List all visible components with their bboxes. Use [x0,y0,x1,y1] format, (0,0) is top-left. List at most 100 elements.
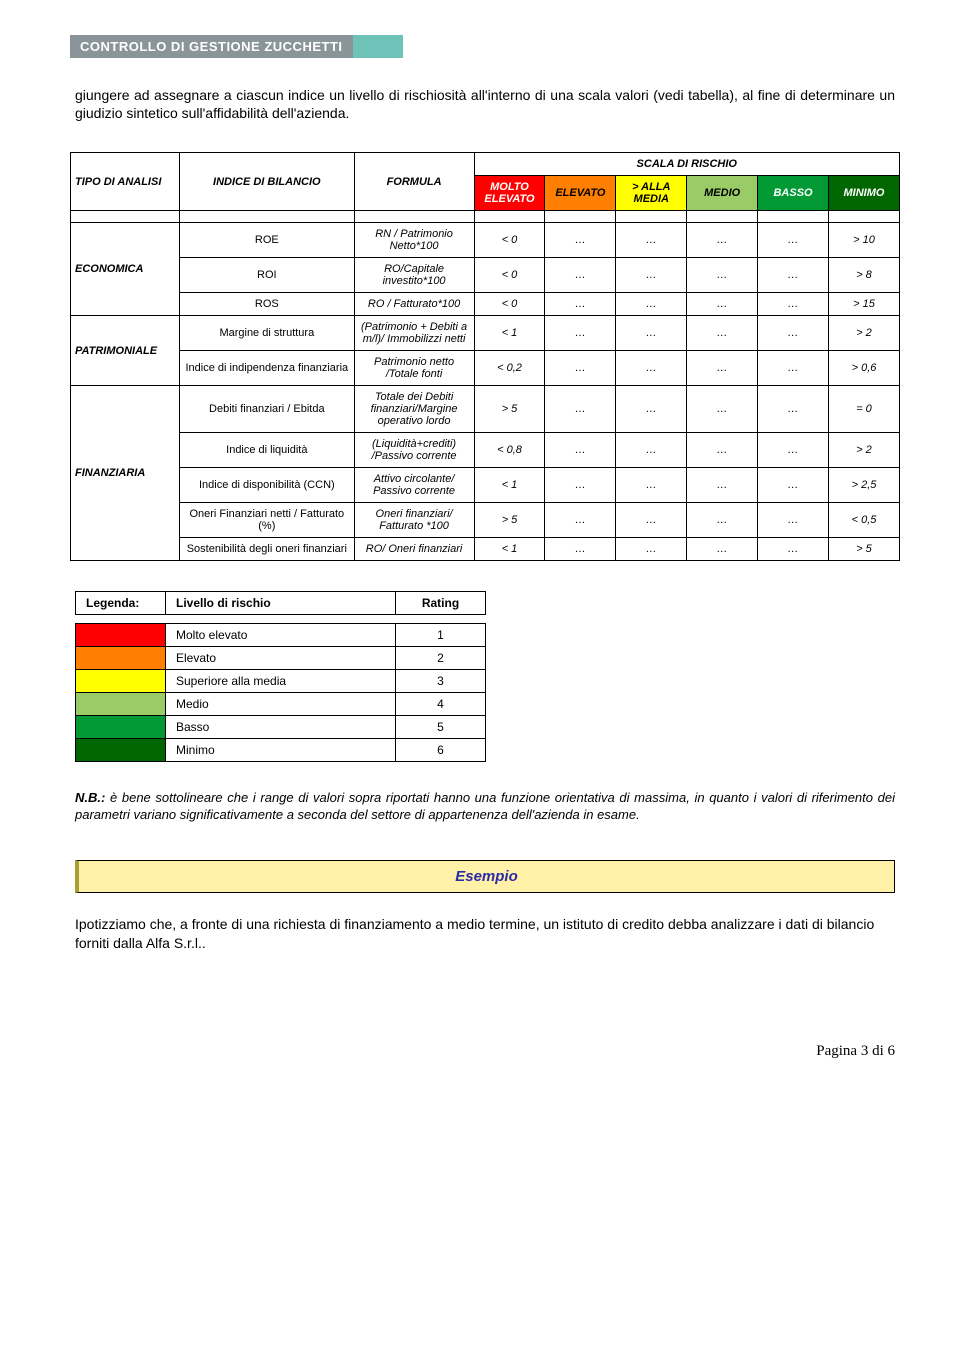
intro-paragraph: giungere ad assegnare a ciascun indice u… [75,86,895,122]
indice-cell: ROI [180,258,355,293]
value-cell: … [758,538,829,561]
value-cell: … [758,258,829,293]
value-cell: … [758,293,829,316]
tipo-analisi: PATRIMONIALE [71,316,180,386]
value-cell: … [545,503,616,538]
hdr-formula: FORMULA [354,153,474,211]
nb-paragraph: N.B.: è bene sottolineare che i range di… [75,790,895,824]
value-cell: … [758,503,829,538]
risk-header-5: MINIMO [829,176,900,211]
value-cell: … [616,293,687,316]
value-cell: … [687,293,758,316]
legend-swatch [76,670,166,693]
table-row: PATRIMONIALEMargine di struttura(Patrimo… [71,316,900,351]
value-cell: … [545,293,616,316]
value-cell: … [616,503,687,538]
legend-rating: 6 [396,739,486,762]
formula-cell: (Patrimonio + Debiti a m/l)/ Immobilizzi… [354,316,474,351]
value-cell: … [687,468,758,503]
legend-swatch [76,693,166,716]
risk-header-1: ELEVATO [545,176,616,211]
header-bar: CONTROLLO DI GESTIONE ZUCCHETTI [70,35,900,58]
value-cell: … [687,223,758,258]
indice-cell: ROE [180,223,355,258]
value-cell: > 8 [829,258,900,293]
value-cell: … [545,538,616,561]
value-cell: … [545,433,616,468]
tipo-analisi: ECONOMICA [71,223,180,316]
value-cell: > 5 [474,386,545,433]
value-cell: … [616,351,687,386]
indice-cell: Oneri Finanziari netti / Fatturato (%) [180,503,355,538]
legend-swatch [76,624,166,647]
formula-cell: (Liquidità+crediti) /Passivo corrente [354,433,474,468]
formula-cell: RO/Capitale investito*100 [354,258,474,293]
legend-name: Molto elevato [166,624,396,647]
value-cell: … [687,316,758,351]
legend-row: Elevato2 [76,647,486,670]
legend-hdr-rating: Rating [396,592,486,615]
formula-cell: Oneri finanziari/ Fatturato *100 [354,503,474,538]
value-cell: … [687,433,758,468]
value-cell: … [758,316,829,351]
indice-cell: Margine di struttura [180,316,355,351]
value-cell: … [687,538,758,561]
header-accent [353,35,403,58]
value-cell: > 2 [829,433,900,468]
risk-table: TIPO DI ANALISI INDICE DI BILANCIO FORMU… [70,152,900,561]
legend-table: Legenda: Livello di rischio Rating Molto… [75,591,486,762]
value-cell: … [545,351,616,386]
value-cell: … [545,386,616,433]
legend-hdr-level: Livello di rischio [166,592,396,615]
value-cell: … [545,316,616,351]
value-cell: < 1 [474,468,545,503]
nb-text: è bene sottolineare che i range di valor… [75,790,895,822]
value-cell: < 0 [474,223,545,258]
legend-name: Medio [166,693,396,716]
value-cell: … [545,223,616,258]
value-cell: … [687,386,758,433]
value-cell: … [616,433,687,468]
indice-cell: Indice di indipendenza finanziaria [180,351,355,386]
value-cell: … [758,351,829,386]
esempio-box: Esempio [75,860,895,893]
indice-cell: Indice di disponibilità (CCN) [180,468,355,503]
formula-cell: Totale dei Debiti finanziari/Margine ope… [354,386,474,433]
value-cell: > 2,5 [829,468,900,503]
table-row: Indice di disponibilità (CCN)Attivo circ… [71,468,900,503]
table-row: Sostenibilità degli oneri finanziariRO/ … [71,538,900,561]
tipo-analisi: FINANZIARIA [71,386,180,561]
legend-rating: 2 [396,647,486,670]
value-cell: … [758,386,829,433]
table-row: Oneri Finanziari netti / Fatturato (%)On… [71,503,900,538]
value-cell: … [616,223,687,258]
value-cell: > 5 [829,538,900,561]
legend-name: Basso [166,716,396,739]
formula-cell: RO/ Oneri finanziari [354,538,474,561]
hdr-tipo: TIPO DI ANALISI [71,153,180,211]
indice-cell: Sostenibilità degli oneri finanziari [180,538,355,561]
nb-prefix: N.B.: [75,790,105,805]
value-cell: < 1 [474,316,545,351]
legend-swatch [76,739,166,762]
value-cell: … [758,468,829,503]
table-row: ECONOMICAROERN / Patrimonio Netto*100< 0… [71,223,900,258]
brand-label: CONTROLLO DI GESTIONE ZUCCHETTI [70,35,353,58]
legend-row: Minimo6 [76,739,486,762]
table-row: Indice di liquidità(Liquidità+crediti) /… [71,433,900,468]
value-cell: … [616,258,687,293]
value-cell: < 0,2 [474,351,545,386]
risk-header-0: MOLTO ELEVATO [474,176,545,211]
legend-swatch [76,716,166,739]
value-cell: … [687,503,758,538]
risk-header-3: MEDIO [687,176,758,211]
indice-cell: Debiti finanziari / Ebitda [180,386,355,433]
hdr-indice: INDICE DI BILANCIO [180,153,355,211]
legend-row: Medio4 [76,693,486,716]
formula-cell: RO / Fatturato*100 [354,293,474,316]
legend-swatch [76,647,166,670]
closing-paragraph: Ipotizziamo che, a fronte di una richies… [75,915,895,953]
legend-rating: 1 [396,624,486,647]
value-cell: > 2 [829,316,900,351]
value-cell: > 0,6 [829,351,900,386]
